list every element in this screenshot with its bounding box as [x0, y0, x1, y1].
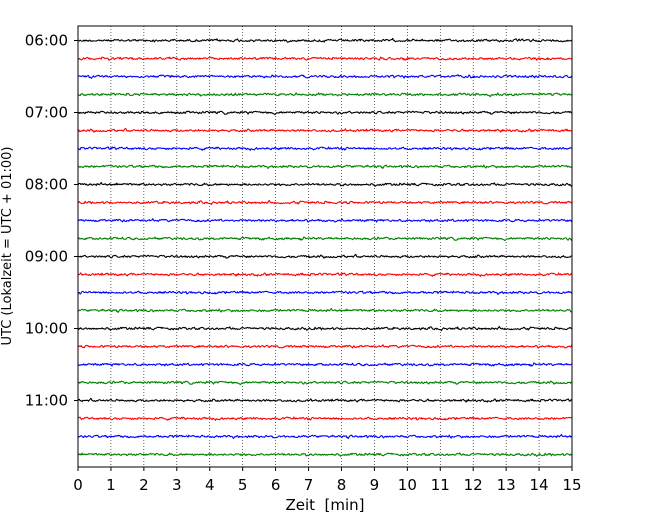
trace-0830 — [77, 218, 573, 223]
trace-0815 — [77, 199, 573, 206]
trace-0845 — [77, 236, 573, 242]
trace-0715 — [77, 127, 573, 133]
trace-1145 — [77, 452, 573, 457]
trace-1130 — [77, 433, 573, 439]
trace-1000 — [77, 325, 573, 332]
trace-0900 — [77, 253, 573, 259]
x-tick-label: 6 — [271, 476, 281, 494]
x-tick-label: 0 — [73, 476, 83, 494]
trace-0615 — [77, 56, 573, 61]
trace-0945 — [77, 307, 573, 313]
x-tick-label: 10 — [398, 476, 417, 494]
x-tick-label: 11 — [431, 476, 450, 494]
plot-frame — [77, 25, 573, 468]
trace-0745 — [77, 164, 573, 169]
trace-0700 — [77, 110, 573, 116]
trace-1030 — [77, 362, 573, 367]
trace-0630 — [77, 74, 573, 79]
trace-0930 — [77, 290, 573, 295]
y-axis-ticks: 06:00 07:00 08:00 09:00 10:00 11:00 — [25, 32, 78, 410]
x-tick-label: 7 — [304, 476, 314, 494]
y-axis-label: UTC (Lokalzeit = UTC + 01:00) — [0, 147, 15, 346]
y-tick-label: 10:00 — [25, 320, 68, 338]
y-tick-label: 07:00 — [25, 104, 68, 122]
x-tick-label: 5 — [238, 476, 248, 494]
trace-1045 — [77, 380, 573, 386]
y-tick-label: 11:00 — [25, 392, 68, 410]
trace-0800 — [77, 181, 573, 187]
y-tick-label: 06:00 — [25, 32, 68, 50]
x-tick-label: 3 — [172, 476, 182, 494]
trace-0645 — [77, 92, 573, 98]
x-axis-ticks: 0 1 2 3 4 5 6 7 8 9 10 11 12 13 14 15 — [73, 467, 582, 494]
trace-1100 — [77, 397, 573, 403]
x-tick-label: 15 — [562, 476, 581, 494]
x-axis-label: Zeit [min] — [285, 496, 364, 514]
trace-0600 — [77, 37, 573, 43]
y-tick-label: 08:00 — [25, 176, 68, 194]
y-tick-label: 09:00 — [25, 248, 68, 266]
x-tick-label: 2 — [139, 476, 149, 494]
x-tick-label: 9 — [370, 476, 380, 494]
trace-0730 — [77, 146, 573, 151]
x-tick-label: 12 — [464, 476, 483, 494]
trace-0915 — [77, 272, 573, 277]
seismic-traces — [77, 37, 573, 457]
x-tick-label: 13 — [497, 476, 516, 494]
x-tick-label: 4 — [205, 476, 215, 494]
x-tick-label: 8 — [337, 476, 347, 494]
x-tick-label: 1 — [106, 476, 116, 494]
x-tick-label: 14 — [530, 476, 549, 494]
trace-1015 — [77, 344, 573, 349]
trace-1115 — [77, 416, 573, 421]
